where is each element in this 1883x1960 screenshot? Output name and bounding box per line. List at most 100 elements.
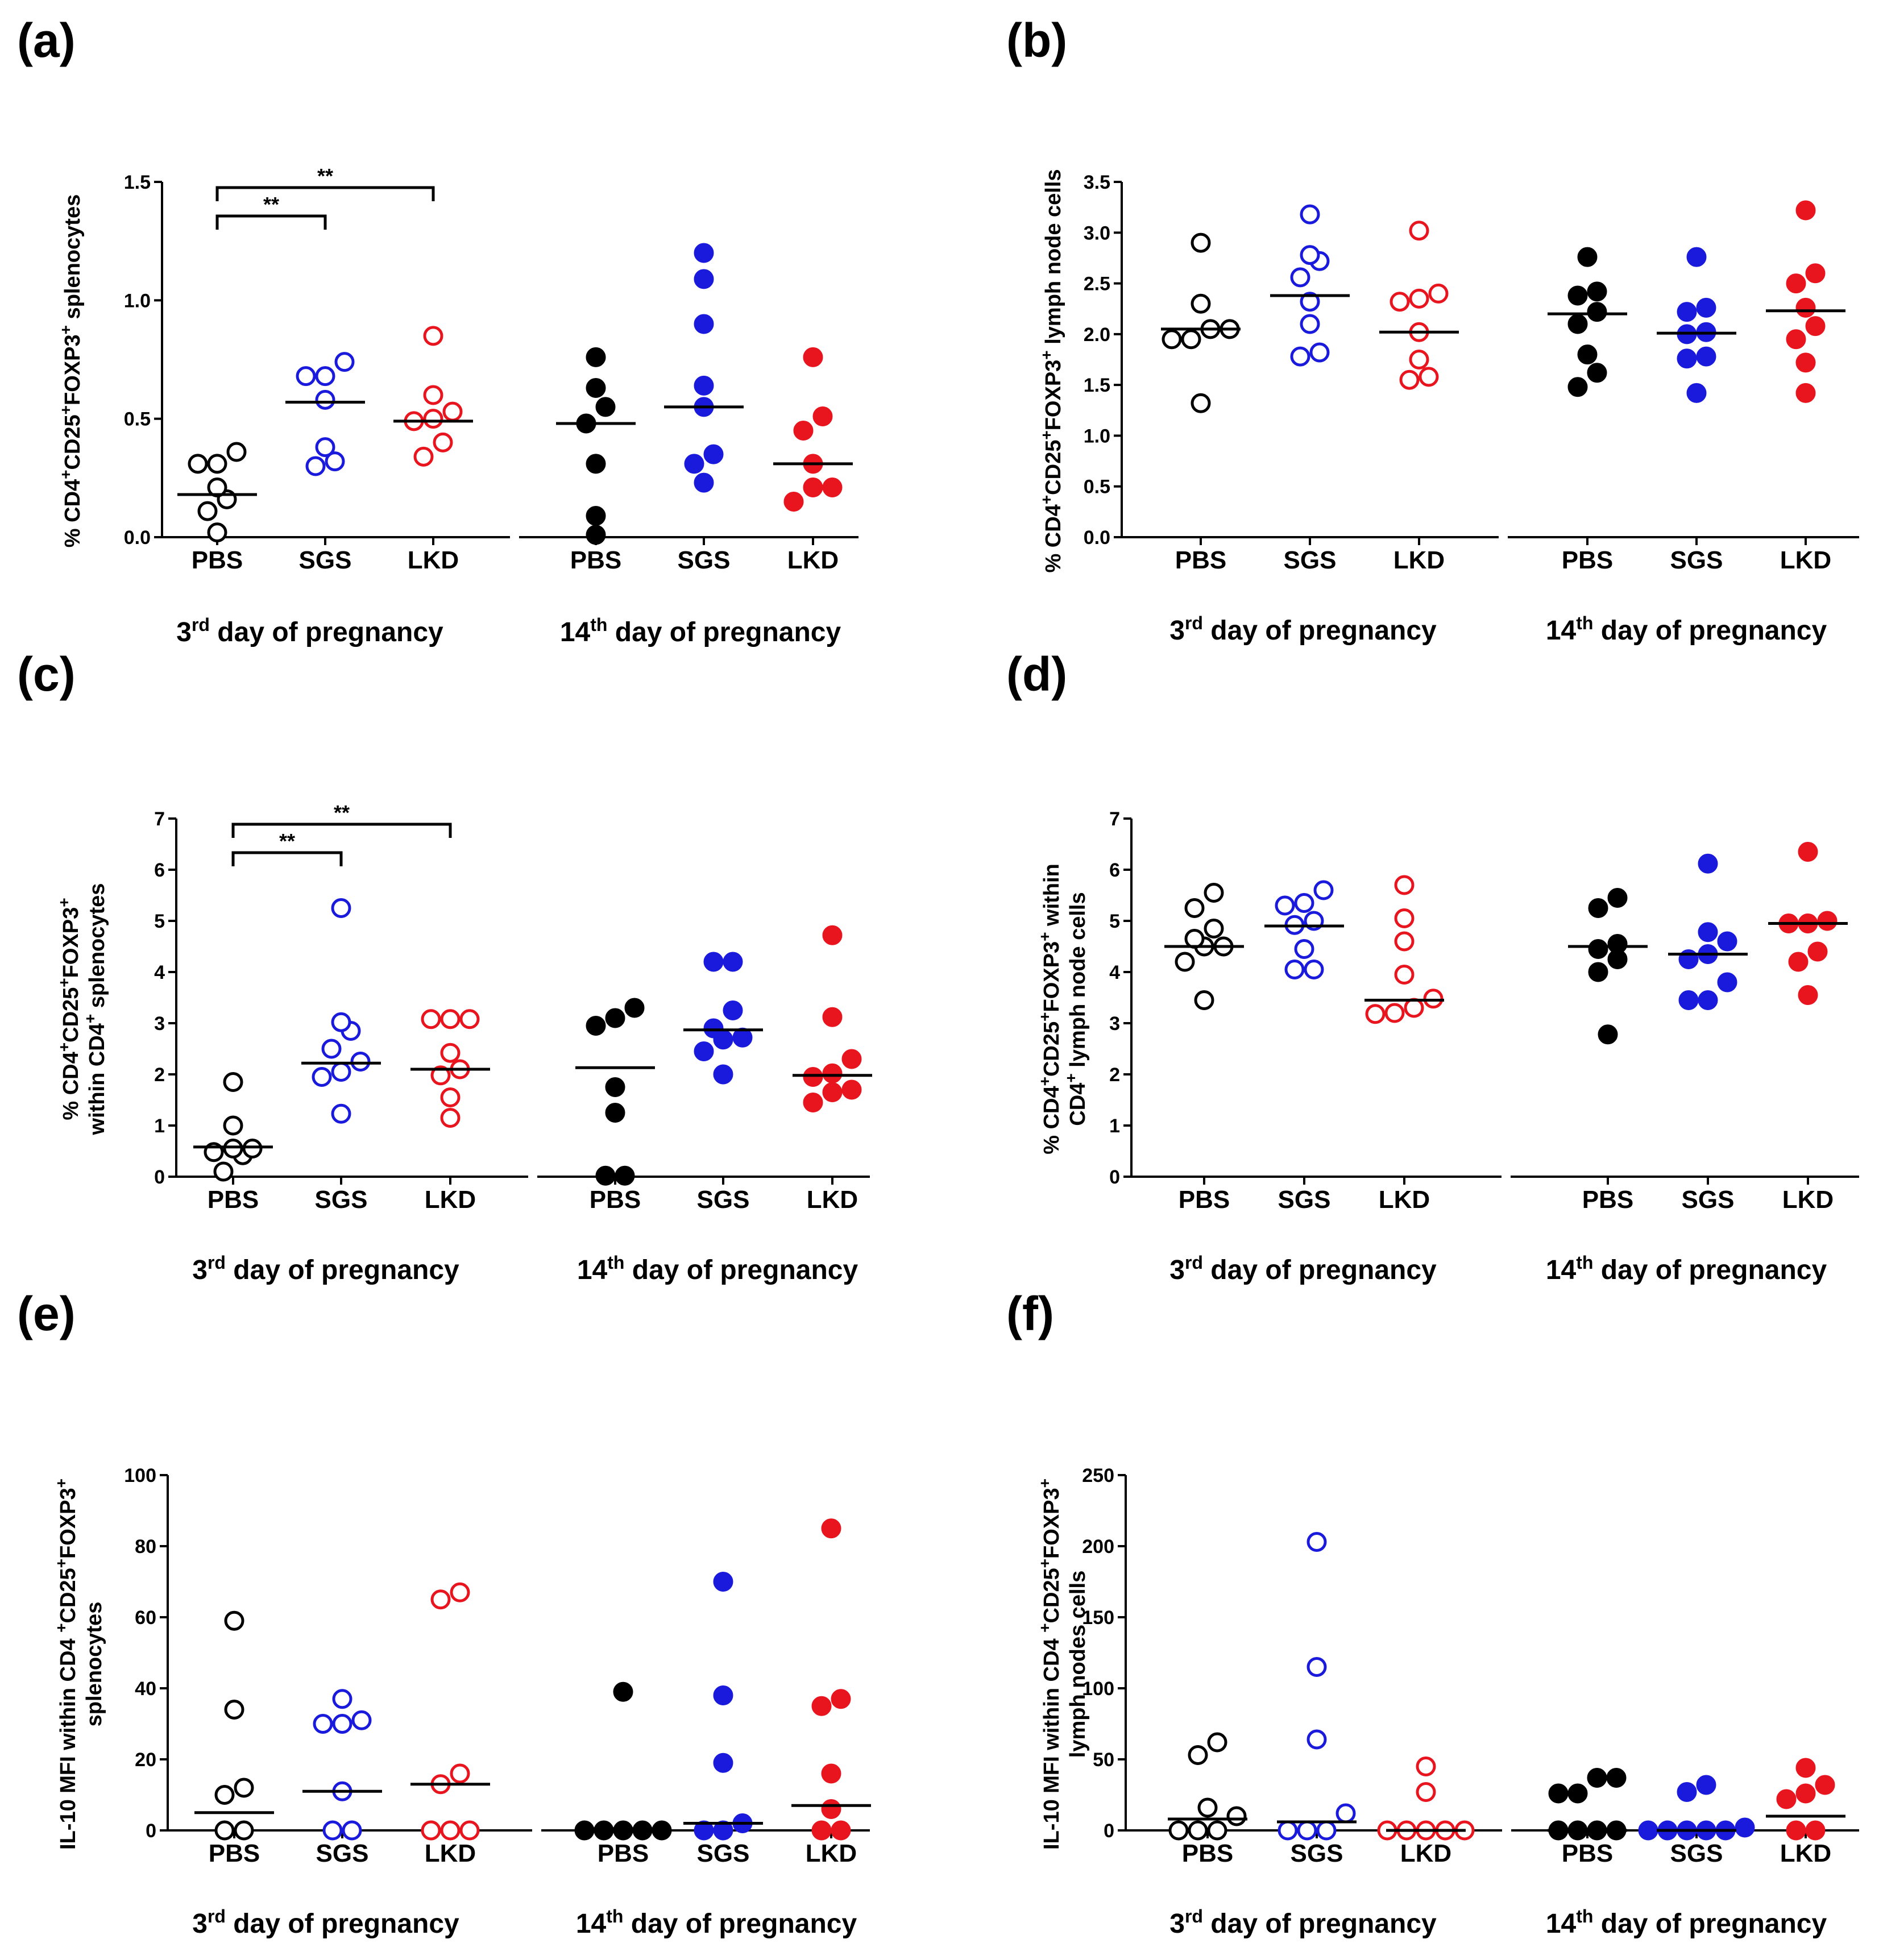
y-axis-title-part: CD25: [1040, 1021, 1064, 1077]
data-point-lkd: [423, 385, 443, 405]
data-point-pbs: [1598, 1024, 1618, 1045]
day-label-part: 14: [560, 617, 591, 647]
data-point-sgs: [1300, 314, 1320, 334]
data-point-lkd: [442, 401, 463, 422]
data-point-pbs: [1567, 314, 1588, 334]
y-tick-label: 0.5: [1084, 476, 1110, 498]
data-point-sgs: [1696, 297, 1716, 318]
data-point-lkd: [1786, 329, 1806, 350]
y-axis-title-part: +: [55, 1043, 73, 1052]
data-point-lkd: [822, 925, 843, 945]
data-point-sgs: [694, 1041, 714, 1061]
y-tick-label: 1: [1109, 1115, 1120, 1137]
data-point-lkd: [1798, 985, 1818, 1005]
data-point-pbs: [605, 1008, 625, 1028]
day-label-part: th: [1576, 1906, 1593, 1926]
data-point-sgs: [1313, 880, 1334, 900]
y-axis-title-part: +: [1036, 1012, 1054, 1021]
y-axis-title: % CD4+CD25+FOXP3+: [55, 898, 84, 1120]
data-point-pbs: [586, 454, 606, 474]
data-point-pbs: [1588, 962, 1608, 982]
data-point-sgs: [723, 952, 743, 972]
y-tick-label: 1.5: [124, 172, 151, 193]
data-point-pbs: [1548, 1783, 1569, 1804]
data-point-sgs: [315, 389, 335, 410]
y-axis-title-part: +: [52, 1559, 70, 1568]
data-point-lkd: [821, 1799, 841, 1819]
data-point-lkd: [822, 1082, 843, 1102]
y-tick-label: 0: [146, 1820, 156, 1842]
category-label: LKD: [1780, 1839, 1831, 1867]
data-point-sgs: [296, 366, 316, 387]
data-point-lkd: [1805, 316, 1826, 337]
data-point-pbs: [586, 378, 606, 398]
data-point-pbs: [1207, 1732, 1227, 1753]
y-tick-label: 0: [1109, 1166, 1120, 1188]
significance-bracket: [215, 186, 435, 201]
day-label-part: rd: [208, 1906, 226, 1926]
data-point-lkd: [423, 326, 443, 346]
y-axis-title-part: within: [1040, 863, 1064, 932]
data-point-pbs: [1184, 898, 1205, 918]
data-point-pbs: [1188, 1745, 1208, 1765]
y-axis-title-part: FOXP3: [1040, 1488, 1064, 1559]
data-point-sgs: [1698, 990, 1718, 1010]
data-point-lkd: [803, 1067, 823, 1087]
significance-label: **: [317, 164, 333, 188]
day-label-part: th: [590, 614, 607, 635]
y-tick-label: 250: [1082, 1465, 1114, 1486]
day-label-part: day of pregnancy: [226, 1255, 459, 1285]
data-point-sgs: [331, 1012, 351, 1032]
data-point-lkd: [1805, 1820, 1826, 1841]
data-point-lkd: [1384, 1003, 1405, 1023]
data-point-pbs: [214, 1820, 235, 1841]
day-label-part: 14: [577, 1255, 608, 1285]
data-point-lkd: [822, 477, 843, 497]
y-axis-title: within CD4+ splenocytes: [81, 883, 110, 1136]
day-label-part: day of pregnancy: [1593, 1255, 1827, 1285]
data-point-lkd: [1795, 1783, 1816, 1804]
data-point-sgs: [1290, 267, 1310, 288]
data-point-pbs: [1587, 363, 1607, 383]
data-point-pbs: [207, 522, 227, 543]
y-tick-label: 2: [1109, 1064, 1120, 1086]
data-point-pbs: [595, 397, 616, 417]
y-tick-label: 50: [1093, 1749, 1114, 1771]
data-point-sgs: [305, 456, 326, 476]
y-axis-title-part: +: [1036, 1559, 1054, 1568]
data-point-pbs: [615, 1165, 635, 1186]
data-point-lkd: [430, 1065, 451, 1086]
y-axis-title-part: +: [81, 1014, 99, 1023]
category-label: LKD: [1379, 1186, 1430, 1214]
data-point-pbs: [1175, 952, 1195, 972]
data-point-pbs: [1606, 1768, 1627, 1788]
data-point-lkd: [1419, 367, 1439, 387]
y-axis-title: % CD4+CD25+FOXP3+ within: [1036, 863, 1064, 1155]
data-point-sgs: [321, 1039, 342, 1059]
y-axis-title: IL-10 MFI within CD4 +CD25+FOXP3+: [52, 1479, 81, 1850]
data-point-sgs: [1696, 1775, 1716, 1795]
data-point-sgs: [1335, 1803, 1356, 1824]
day-label-part: 14: [576, 1909, 607, 1939]
y-axis-title-part: splenocytes: [85, 883, 109, 1014]
y-tick-label: 3.5: [1084, 172, 1110, 193]
data-point-sgs: [313, 1714, 333, 1734]
category-label: SGS: [299, 546, 352, 574]
data-point-pbs: [223, 1115, 243, 1136]
category-label: PBS: [590, 1186, 641, 1214]
category-label: SGS: [678, 546, 731, 574]
data-point-lkd: [821, 1518, 841, 1539]
y-tick-label: 0.5: [124, 409, 151, 430]
data-point-pbs: [207, 454, 227, 474]
y-axis-title: IL-10 MFI within CD4 +CD25+FOXP3+: [1036, 1479, 1064, 1850]
data-point-pbs: [1194, 990, 1214, 1010]
category-label: LKD: [1393, 546, 1445, 574]
data-point-pbs: [1181, 329, 1201, 350]
data-point-pbs: [586, 347, 606, 367]
panel-b: (b) 0.0 0.5 1.0 1.5 2.0 2.5 3.0 3.5 PBS SGS LKD PBS S…: [1006, 14, 1859, 646]
day-label-part: rd: [208, 1252, 226, 1273]
data-point-pbs: [1188, 1820, 1208, 1841]
data-point-lkd: [1795, 200, 1816, 221]
